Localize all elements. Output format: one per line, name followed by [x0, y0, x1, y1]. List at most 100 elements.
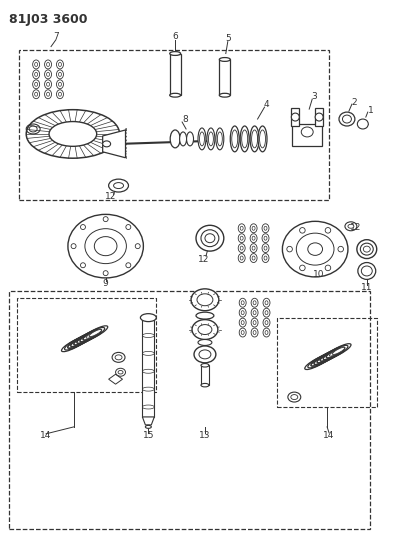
- Ellipse shape: [314, 357, 326, 364]
- Ellipse shape: [361, 266, 372, 276]
- Text: 2: 2: [351, 98, 357, 107]
- Ellipse shape: [191, 289, 219, 311]
- Ellipse shape: [250, 126, 259, 152]
- Ellipse shape: [74, 337, 86, 345]
- Ellipse shape: [219, 93, 230, 97]
- Ellipse shape: [140, 313, 156, 321]
- Ellipse shape: [56, 70, 63, 79]
- Bar: [170, 53, 180, 95]
- Ellipse shape: [170, 52, 180, 55]
- Ellipse shape: [238, 234, 245, 243]
- Ellipse shape: [201, 230, 219, 247]
- Ellipse shape: [196, 225, 224, 251]
- Ellipse shape: [45, 90, 52, 99]
- Text: 4: 4: [264, 100, 269, 109]
- Circle shape: [299, 228, 305, 233]
- Circle shape: [315, 113, 323, 121]
- Ellipse shape: [251, 308, 258, 317]
- Circle shape: [287, 246, 292, 252]
- Ellipse shape: [33, 60, 40, 69]
- Ellipse shape: [180, 132, 187, 146]
- Ellipse shape: [282, 221, 348, 277]
- Ellipse shape: [29, 126, 37, 132]
- Ellipse shape: [170, 93, 180, 97]
- Ellipse shape: [323, 352, 336, 359]
- Text: 11: 11: [361, 284, 373, 292]
- Ellipse shape: [208, 132, 214, 146]
- Text: 7: 7: [53, 32, 59, 41]
- Ellipse shape: [311, 359, 323, 366]
- Ellipse shape: [263, 308, 270, 317]
- Ellipse shape: [240, 126, 249, 152]
- Ellipse shape: [89, 329, 102, 337]
- Ellipse shape: [342, 115, 351, 123]
- Text: 6: 6: [172, 32, 178, 41]
- Ellipse shape: [201, 364, 209, 367]
- Ellipse shape: [320, 354, 333, 361]
- Ellipse shape: [77, 336, 89, 343]
- Ellipse shape: [348, 224, 354, 228]
- Ellipse shape: [242, 130, 248, 148]
- Ellipse shape: [86, 331, 98, 338]
- Bar: [292, 124, 322, 146]
- Text: 81J03 3600: 81J03 3600: [9, 13, 88, 26]
- Ellipse shape: [239, 328, 246, 337]
- Text: 14: 14: [40, 431, 52, 440]
- Bar: [315, 108, 323, 126]
- Ellipse shape: [198, 128, 206, 150]
- Ellipse shape: [250, 244, 257, 253]
- Ellipse shape: [329, 349, 342, 356]
- Ellipse shape: [49, 122, 97, 147]
- Ellipse shape: [252, 130, 258, 148]
- Circle shape: [325, 265, 331, 271]
- Circle shape: [80, 224, 85, 230]
- Ellipse shape: [56, 60, 63, 69]
- Ellipse shape: [207, 128, 215, 150]
- Bar: [9, 291, 370, 529]
- Bar: [291, 108, 299, 126]
- Ellipse shape: [192, 320, 218, 340]
- Circle shape: [325, 228, 331, 233]
- Circle shape: [103, 216, 108, 222]
- Circle shape: [338, 246, 344, 252]
- Ellipse shape: [112, 352, 125, 362]
- Ellipse shape: [262, 244, 269, 253]
- Circle shape: [135, 244, 140, 248]
- Text: 9: 9: [103, 279, 108, 288]
- Text: 10: 10: [313, 270, 325, 279]
- Ellipse shape: [187, 132, 193, 146]
- Ellipse shape: [263, 318, 270, 327]
- Ellipse shape: [239, 318, 246, 327]
- Text: 12: 12: [198, 255, 210, 263]
- Circle shape: [80, 263, 85, 268]
- Ellipse shape: [308, 243, 323, 255]
- Ellipse shape: [358, 263, 376, 279]
- Ellipse shape: [109, 179, 128, 192]
- Ellipse shape: [251, 328, 258, 337]
- Ellipse shape: [26, 124, 40, 134]
- Ellipse shape: [45, 70, 52, 79]
- Ellipse shape: [333, 348, 345, 354]
- Polygon shape: [103, 130, 126, 158]
- Text: 12: 12: [105, 192, 116, 201]
- Circle shape: [291, 113, 299, 121]
- Circle shape: [299, 265, 305, 271]
- Ellipse shape: [258, 126, 267, 152]
- Text: 3: 3: [311, 92, 317, 101]
- Ellipse shape: [357, 240, 377, 259]
- Ellipse shape: [260, 130, 266, 148]
- Ellipse shape: [103, 141, 111, 147]
- Text: 12: 12: [350, 223, 362, 232]
- Ellipse shape: [262, 234, 269, 243]
- Ellipse shape: [45, 80, 52, 89]
- Ellipse shape: [239, 308, 246, 317]
- Ellipse shape: [251, 318, 258, 327]
- Ellipse shape: [251, 298, 258, 307]
- Ellipse shape: [262, 224, 269, 233]
- Ellipse shape: [219, 58, 230, 61]
- Ellipse shape: [56, 90, 63, 99]
- Ellipse shape: [199, 132, 204, 146]
- Text: 1: 1: [368, 106, 374, 115]
- Ellipse shape: [113, 183, 124, 189]
- Ellipse shape: [56, 80, 63, 89]
